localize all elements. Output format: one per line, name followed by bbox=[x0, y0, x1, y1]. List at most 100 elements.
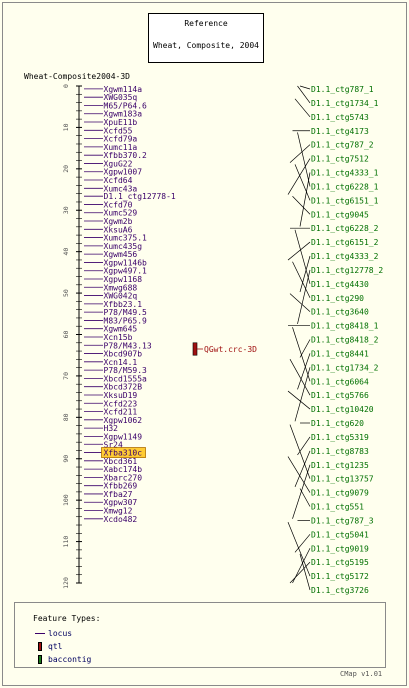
marker-label[interactable]: Xcfd70 bbox=[104, 200, 133, 209]
marker-label[interactable]: Xgwm2b bbox=[104, 217, 133, 226]
contig-label[interactable]: D1.1_ctg5041 bbox=[311, 530, 369, 539]
marker-label[interactable]: XksuA6 bbox=[104, 225, 133, 234]
marker-label[interactable]: Xbarc270 bbox=[104, 473, 143, 482]
marker-label[interactable]: Xumc529 bbox=[104, 209, 138, 218]
marker-label[interactable]: Xfbb370.2 bbox=[104, 151, 148, 160]
marker-label[interactable]: M83/P65.9 bbox=[104, 316, 148, 325]
marker-label[interactable]: Xgpw307 bbox=[104, 498, 138, 507]
contig-label[interactable]: D1.1_ctg4430 bbox=[311, 280, 369, 289]
marker-label[interactable]: Xumc43a bbox=[104, 184, 138, 193]
marker-label[interactable]: Xgwm183a bbox=[104, 110, 143, 119]
marker-label[interactable]: P78/M49.5 bbox=[104, 308, 148, 317]
marker-label[interactable]: XksuD19 bbox=[104, 391, 138, 400]
contig-label[interactable]: D1.1_ctg9019 bbox=[311, 544, 369, 553]
qtl-label[interactable]: QGwt.crc-3D bbox=[204, 345, 257, 354]
contig-label[interactable]: D1.1_ctg3726 bbox=[311, 586, 369, 595]
map-title[interactable]: Wheat-Composite2004-3D bbox=[24, 72, 130, 81]
contig-label[interactable]: D1.1_ctg5319 bbox=[311, 433, 369, 442]
marker-label[interactable]: XWG035q bbox=[104, 93, 138, 102]
marker-label[interactable]: Xumc11a bbox=[104, 143, 138, 152]
marker-label[interactable]: Xgwm114a bbox=[104, 85, 143, 94]
contig-label[interactable]: D1.1_ctg290 bbox=[311, 294, 364, 303]
contig-label[interactable]: D1.1_ctg620 bbox=[311, 419, 364, 428]
marker-label[interactable]: Xcn14.1 bbox=[104, 358, 138, 367]
marker-label[interactable]: Xfba310c bbox=[104, 449, 143, 458]
marker-label[interactable]: P78/M59.3 bbox=[104, 366, 148, 375]
contig-label[interactable]: D1.1_ctg12778_2 bbox=[311, 266, 383, 275]
marker-label[interactable]: Xfbb23.1 bbox=[104, 300, 143, 309]
contig-label[interactable]: D1.1_ctg1734_1 bbox=[311, 99, 379, 108]
marker-label[interactable]: D1.1_ctg12778-1 bbox=[104, 192, 176, 201]
contig-label[interactable]: D1.1_ctg6151_1 bbox=[311, 196, 379, 205]
marker-label[interactable]: Xmwg688 bbox=[104, 283, 138, 292]
contig-label[interactable]: D1.1_ctg8418_2 bbox=[311, 336, 379, 345]
marker-label[interactable]: Xbcd1555a bbox=[104, 374, 148, 383]
cmap-version: CMap v1.01 bbox=[340, 670, 383, 678]
contig-label[interactable]: D1.1_ctg6151_2 bbox=[311, 238, 379, 247]
marker-label[interactable]: Xumc435g bbox=[104, 242, 143, 251]
marker-label[interactable]: Xcfd55 bbox=[104, 126, 133, 135]
marker-label[interactable]: Xcfd79a bbox=[104, 135, 138, 144]
contig-label[interactable]: D1.1_ctg4333_2 bbox=[311, 252, 379, 261]
baccontig-swatch bbox=[38, 654, 42, 664]
contig-label[interactable]: D1.1_ctg5743 bbox=[311, 113, 369, 122]
tick-label: 70 bbox=[62, 372, 70, 380]
contig-label[interactable]: D1.1_ctg6064 bbox=[311, 377, 369, 386]
marker-label[interactable]: Xcfd211 bbox=[104, 408, 138, 417]
contig-label[interactable]: D1.1_ctg4333_1 bbox=[311, 169, 379, 178]
marker-label[interactable]: Xgpw1149 bbox=[104, 432, 143, 441]
contig-label[interactable]: D1.1_ctg1235 bbox=[311, 461, 369, 470]
contig-label[interactable]: D1.1_ctg13757 bbox=[311, 475, 374, 484]
marker-label[interactable]: Xgpw1146b bbox=[104, 258, 148, 267]
contig-label[interactable]: D1.1_ctg9079 bbox=[311, 489, 369, 498]
marker-label[interactable]: Xgwm645 bbox=[104, 325, 138, 334]
marker-label[interactable]: Xcn15b bbox=[104, 333, 133, 342]
contig-label[interactable]: D1.1_ctg8441 bbox=[311, 349, 369, 358]
contig-label[interactable]: D1.1_ctg5195 bbox=[311, 558, 369, 567]
marker-label[interactable]: Xgpw1007 bbox=[104, 168, 143, 177]
contig-label[interactable]: D1.1_ctg787_2 bbox=[311, 141, 374, 150]
marker-label[interactable]: Xfba27 bbox=[104, 490, 133, 499]
contig-label[interactable]: D1.1_ctg551 bbox=[311, 503, 364, 512]
contig-label[interactable]: D1.1_ctg8418_1 bbox=[311, 322, 379, 331]
qtl-feature: QGwt.crc-3D bbox=[192, 342, 257, 356]
marker-label[interactable]: P78/M43.13 bbox=[104, 341, 152, 350]
marker-label[interactable]: Xbcd907b bbox=[104, 350, 143, 359]
contig-label[interactable]: D1.1_ctg6228_2 bbox=[311, 224, 379, 233]
marker-label[interactable]: XguG22 bbox=[104, 159, 133, 168]
contig-label[interactable]: D1.1_ctg10420 bbox=[311, 405, 374, 414]
marker-label[interactable]: Xgpw1168 bbox=[104, 275, 143, 284]
marker-label[interactable]: Xfbb269 bbox=[104, 482, 138, 491]
marker-label[interactable]: Xcfd64 bbox=[104, 176, 133, 185]
contig-label[interactable]: D1.1_ctg787_3 bbox=[311, 516, 374, 525]
marker-label[interactable]: Xumc375.1 bbox=[104, 234, 148, 243]
marker-label[interactable]: M65/P64.6 bbox=[104, 101, 148, 110]
marker-label[interactable]: Xcdo482 bbox=[104, 515, 138, 524]
marker-label[interactable]: Xbcd361 bbox=[104, 457, 138, 466]
contig-label[interactable]: D1.1_ctg3640 bbox=[311, 308, 369, 317]
contig-label[interactable]: D1.1_ctg8783 bbox=[311, 447, 369, 456]
contig-label[interactable]: D1.1_ctg7512 bbox=[311, 155, 369, 164]
marker-label[interactable]: Xgpw497.1 bbox=[104, 267, 148, 276]
marker-label[interactable]: XpuE11b bbox=[104, 118, 138, 127]
marker-label[interactable]: Xgwm456 bbox=[104, 250, 138, 259]
marker-label[interactable]: Xcfd223 bbox=[104, 399, 138, 408]
qtl-bar[interactable] bbox=[192, 342, 198, 356]
marker-label[interactable]: XWG042q bbox=[104, 292, 138, 301]
marker-label[interactable]: Sr24 bbox=[104, 440, 123, 449]
tick-label: 60 bbox=[62, 331, 70, 339]
marker-label[interactable]: Xbcd372B bbox=[104, 383, 143, 392]
marker-label[interactable]: Xabc174b bbox=[104, 465, 143, 474]
contig-label[interactable]: D1.1_ctg9045 bbox=[311, 210, 369, 219]
marker-label[interactable]: Xmwg12 bbox=[104, 507, 133, 516]
contig-label[interactable]: D1.1_ctg6228_1 bbox=[311, 182, 379, 191]
contig-link bbox=[297, 353, 311, 390]
reference-box[interactable]: Reference Wheat, Composite, 2004 bbox=[148, 13, 264, 63]
marker-label[interactable]: Xgpw1062 bbox=[104, 416, 143, 425]
marker-label[interactable]: H32 bbox=[104, 424, 119, 433]
contig-label[interactable]: D1.1_ctg1734_2 bbox=[311, 363, 379, 372]
contig-label[interactable]: D1.1_ctg5172 bbox=[311, 572, 369, 581]
contig-label[interactable]: D1.1_ctg787_1 bbox=[311, 85, 374, 94]
contig-label[interactable]: D1.1_ctg5766 bbox=[311, 391, 369, 400]
contig-label[interactable]: D1.1_ctg4173 bbox=[311, 127, 369, 136]
